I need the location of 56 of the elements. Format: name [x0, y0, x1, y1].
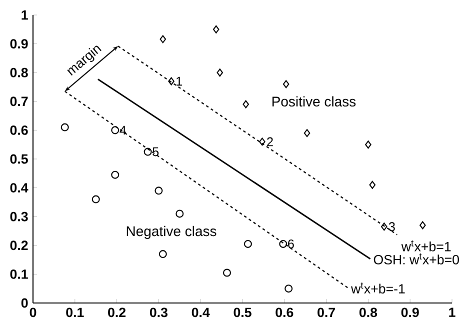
point — [176, 210, 184, 218]
y-tick-label: 0.6 — [10, 125, 28, 135]
y-tick-label: 0 — [21, 298, 28, 308]
x-tick-label: 0.9 — [401, 308, 419, 318]
point — [304, 129, 310, 138]
x-tick-label: 0.1 — [66, 308, 84, 318]
point — [212, 25, 220, 34]
y-tick-label: 0.8 — [10, 68, 28, 78]
annotation: OSH: w$^{t}$x+b=0 — [374, 253, 459, 264]
annotation: 2 — [267, 137, 273, 146]
point — [111, 126, 120, 134]
point — [420, 221, 426, 230]
point — [168, 77, 174, 86]
x-tick-label: 0.5 — [234, 308, 252, 318]
point — [365, 140, 372, 149]
y-tick-label: 0.5 — [10, 154, 28, 164]
x-tick-label: 0.2 — [108, 308, 126, 318]
y-tick-label: 0.4 — [10, 183, 28, 193]
y-tick-label: 0.2 — [10, 240, 28, 250]
x-tick-label: 0.3 — [150, 308, 168, 318]
point — [154, 186, 163, 195]
point — [216, 68, 224, 77]
annotation: 5 — [152, 147, 159, 156]
y-tick-label: 0.7 — [10, 96, 28, 106]
y-tick-label: 0.3 — [10, 212, 28, 222]
point — [242, 100, 249, 108]
annotation: w$^{t}$x+b=-1 — [351, 282, 405, 294]
point — [92, 195, 100, 204]
x-tick-label: 0 — [30, 308, 36, 318]
x-tick-label: 0.4 — [192, 308, 210, 318]
annotation: 1 — [176, 76, 182, 86]
annotation: 3 — [388, 222, 395, 232]
point — [369, 180, 376, 189]
point — [111, 170, 120, 179]
point — [60, 123, 69, 132]
point — [380, 222, 388, 231]
point — [279, 240, 288, 248]
point — [244, 240, 252, 248]
point — [144, 148, 152, 156]
y-tick-label: 0.9 — [10, 39, 28, 49]
y-tick-label: 1 — [22, 10, 28, 20]
point — [160, 35, 166, 44]
annotation: Negative class — [126, 226, 216, 239]
point — [158, 250, 167, 258]
y-tick-label: 0.1 — [10, 269, 28, 279]
x-tick-label: 1 — [449, 308, 456, 317]
point — [282, 80, 290, 88]
x-tick-label: 0.7 — [318, 308, 335, 318]
point — [223, 268, 231, 277]
annotation: 6 — [288, 239, 294, 248]
annotation: w$^{t}$x+b=1 — [401, 240, 451, 252]
point — [259, 138, 266, 146]
x-tick-label: 0.6 — [276, 308, 294, 318]
annotation: Positive class — [272, 96, 356, 107]
x-tick-label: 0.8 — [359, 308, 378, 318]
point — [284, 284, 293, 293]
